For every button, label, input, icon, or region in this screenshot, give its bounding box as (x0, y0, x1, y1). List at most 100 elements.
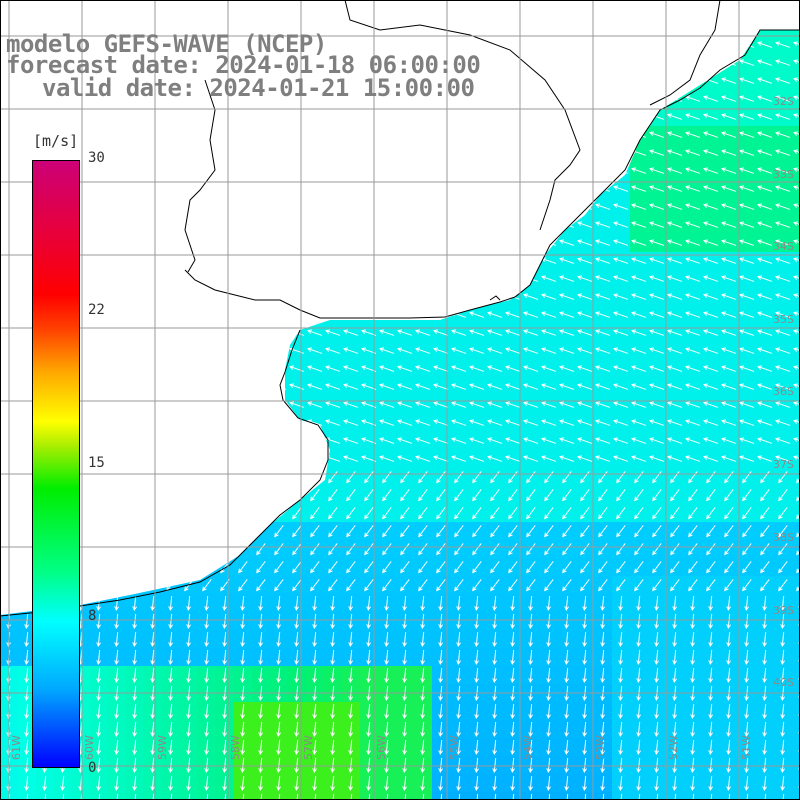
wind-arrow (548, 793, 551, 800)
wind-arrow (595, 383, 611, 390)
wind-arrow (402, 631, 407, 648)
wind-speed-cell (792, 486, 800, 505)
wind-arrow (472, 579, 482, 592)
wind-arrow (474, 631, 479, 648)
wind-arrow (505, 365, 521, 372)
wind-arrow (325, 401, 341, 408)
wind-arrow (793, 383, 800, 388)
wind-arrow (382, 471, 392, 484)
wind-arrow (343, 455, 359, 462)
wind-arrow (150, 775, 155, 792)
wind-arrow (222, 775, 227, 792)
wind-arrow (708, 739, 713, 756)
wind-arrow (649, 437, 665, 444)
wind-arrow (132, 631, 137, 648)
wind-arrow (708, 775, 713, 792)
wind-arrow (685, 257, 701, 264)
wind-arrow (793, 455, 800, 460)
wind-arrow (526, 543, 536, 556)
wind-arrow (564, 739, 569, 756)
wind-arrow (346, 579, 356, 592)
wind-arrow (312, 757, 317, 774)
wind-arrow (634, 489, 644, 502)
wind-arrow (564, 595, 569, 612)
wind-arrow (690, 757, 695, 774)
wind-arrow (114, 703, 119, 720)
wind-arrow (739, 149, 755, 156)
wind-arrow (222, 721, 227, 738)
wind-arrow (631, 365, 647, 372)
wind-arrow (739, 257, 755, 264)
wind-arrow (559, 329, 575, 336)
wind-arrow (150, 757, 155, 774)
wind-arrow (492, 613, 497, 630)
wind-arrow (402, 667, 407, 684)
wind-arrow (510, 757, 515, 774)
wind-arrow (433, 455, 449, 462)
wind-arrow (739, 77, 755, 84)
wind-arrow (366, 631, 371, 648)
wind-arrow (762, 757, 767, 774)
wind-arrow (62, 793, 65, 800)
wind-arrow (654, 631, 659, 648)
wind-arrow (307, 365, 323, 372)
wind-arrow (240, 775, 245, 792)
wind-arrow (170, 793, 173, 800)
wind-arrow (739, 437, 755, 444)
wind-arrow (294, 721, 299, 738)
wind-arrow (742, 525, 752, 538)
wind-arrow (402, 649, 407, 666)
wind-arrow (469, 401, 485, 408)
wind-arrow (721, 401, 737, 408)
wind-arrow (613, 383, 629, 390)
wind-arrow (672, 595, 677, 612)
wind-speed-cell (792, 594, 800, 613)
wind-arrow (168, 703, 173, 720)
wind-arrow (240, 613, 245, 630)
wind-arrow (508, 471, 518, 484)
wind-arrow (649, 365, 665, 372)
wind-arrow (577, 329, 593, 336)
wind-arrow (762, 775, 767, 792)
wind-arrow (508, 579, 518, 592)
wind-arrow (559, 437, 575, 444)
wind-arrow (721, 437, 737, 444)
wind-arrow (433, 365, 449, 372)
wind-arrow (397, 329, 413, 336)
wind-arrow (667, 311, 683, 318)
wind-arrow (330, 613, 335, 630)
wind-arrow (523, 293, 539, 300)
wind-arrow (726, 667, 731, 684)
wind-arrow (685, 203, 701, 210)
wind-arrow (688, 561, 698, 574)
wind-arrow (276, 739, 281, 756)
wind-arrow (577, 419, 593, 426)
wind-arrow (546, 757, 551, 774)
wind-arrow (634, 543, 644, 556)
wind-arrow (721, 203, 737, 210)
wind-arrow (384, 667, 389, 684)
wind-arrow (186, 631, 191, 648)
wind-arrow (616, 579, 626, 592)
wind-arrow (400, 579, 410, 592)
wind-arrow (474, 649, 479, 666)
wind-arrow (636, 775, 641, 792)
wind-arrow (436, 525, 446, 538)
wind-arrow (204, 613, 209, 630)
wind-arrow (577, 311, 593, 318)
wind-arrow (654, 757, 659, 774)
wind-arrow (757, 437, 773, 444)
wind-arrow (793, 347, 800, 352)
wind-arrow (168, 721, 173, 738)
wind-arrow (472, 489, 482, 502)
title-valid-date: valid date: 2024-01-21 15:00:00 (42, 74, 475, 102)
wind-arrow (580, 507, 590, 520)
colorbar (32, 160, 80, 768)
wind-arrow (721, 77, 737, 84)
wind-arrow (793, 419, 800, 424)
wind-arrow (420, 667, 425, 684)
wind-arrow (685, 365, 701, 372)
wind-arrow (544, 561, 554, 574)
wind-arrow (760, 561, 770, 574)
wind-arrow (346, 543, 356, 556)
